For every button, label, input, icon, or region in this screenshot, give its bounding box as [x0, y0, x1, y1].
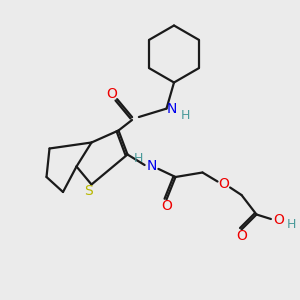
- Text: S: S: [84, 184, 93, 198]
- Text: N: N: [146, 160, 157, 173]
- Text: H: H: [134, 152, 143, 165]
- Text: H: H: [287, 218, 297, 232]
- Text: H: H: [180, 109, 190, 122]
- Text: N: N: [167, 102, 177, 116]
- Text: O: O: [106, 87, 117, 101]
- Text: O: O: [161, 199, 172, 213]
- Text: O: O: [274, 214, 284, 227]
- Text: O: O: [236, 229, 247, 243]
- Text: O: O: [219, 178, 230, 191]
